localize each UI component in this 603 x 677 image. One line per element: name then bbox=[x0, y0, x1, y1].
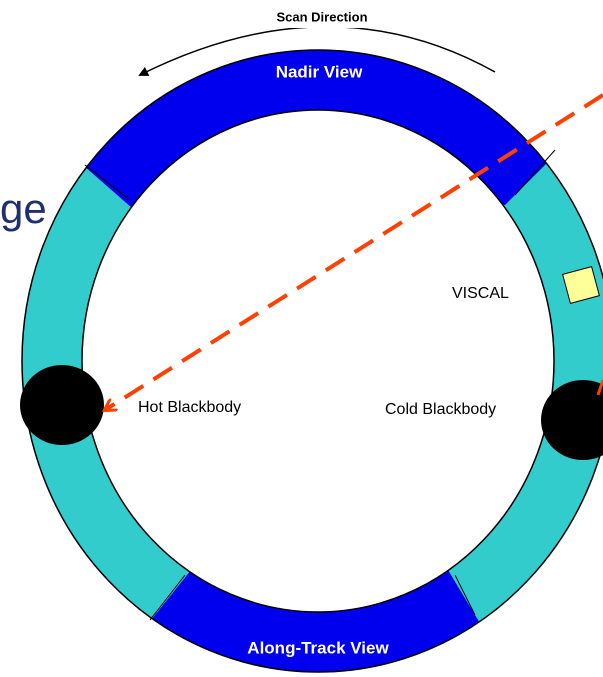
scan-label-bg bbox=[255, 8, 390, 28]
along-track-label: Along-Track View bbox=[247, 638, 389, 657]
hot-blackbody-label: Hot Blackbody bbox=[138, 399, 241, 416]
segment-edge bbox=[149, 574, 186, 621]
segment-edge bbox=[514, 149, 556, 196]
scan-direction-label: Scan Direction bbox=[276, 9, 367, 24]
viscal-target bbox=[562, 266, 600, 304]
cold-blackbody-label: Cold Blackbody bbox=[385, 401, 496, 418]
hot-blackbody bbox=[20, 365, 104, 445]
nadir-label: Nadir View bbox=[276, 62, 363, 81]
view-ray bbox=[105, 93, 603, 410]
view-ray-cut bbox=[596, 379, 603, 396]
cold-blackbody bbox=[541, 380, 603, 460]
viscal-label: VISCAL bbox=[452, 285, 509, 302]
segment-edge bbox=[454, 574, 476, 616]
partial-text: ge bbox=[0, 185, 47, 232]
ring-outline bbox=[21, 49, 603, 673]
segment-edge bbox=[84, 164, 131, 201]
